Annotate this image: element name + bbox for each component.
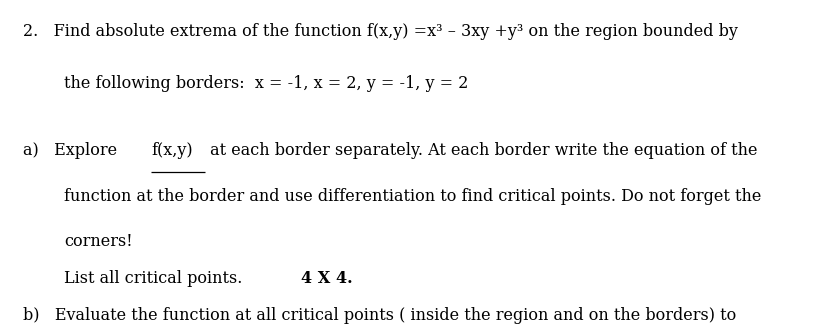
Text: 2.   Find absolute extrema of the function f(x,y) =x³ – 3xy +y³ on the region bo: 2. Find absolute extrema of the function…: [23, 23, 738, 41]
Text: corners!: corners!: [64, 233, 133, 250]
Text: a)   Explore: a) Explore: [23, 142, 123, 159]
Text: List all critical points.: List all critical points.: [64, 270, 248, 287]
Text: the following borders:  x = -1, x = 2, y = -1, y = 2: the following borders: x = -1, x = 2, y …: [64, 75, 468, 92]
Text: 4 X 4.: 4 X 4.: [301, 270, 352, 287]
Text: function at the border and use differentiation to find critical points. Do not f: function at the border and use different…: [64, 188, 761, 205]
Text: b)   Evaluate the function at all critical points ( inside the region and on the: b) Evaluate the function at all critical…: [23, 307, 737, 324]
Text: at each border separately. At each border write the equation of the: at each border separately. At each borde…: [205, 142, 757, 159]
Text: f(x,y): f(x,y): [151, 142, 193, 159]
